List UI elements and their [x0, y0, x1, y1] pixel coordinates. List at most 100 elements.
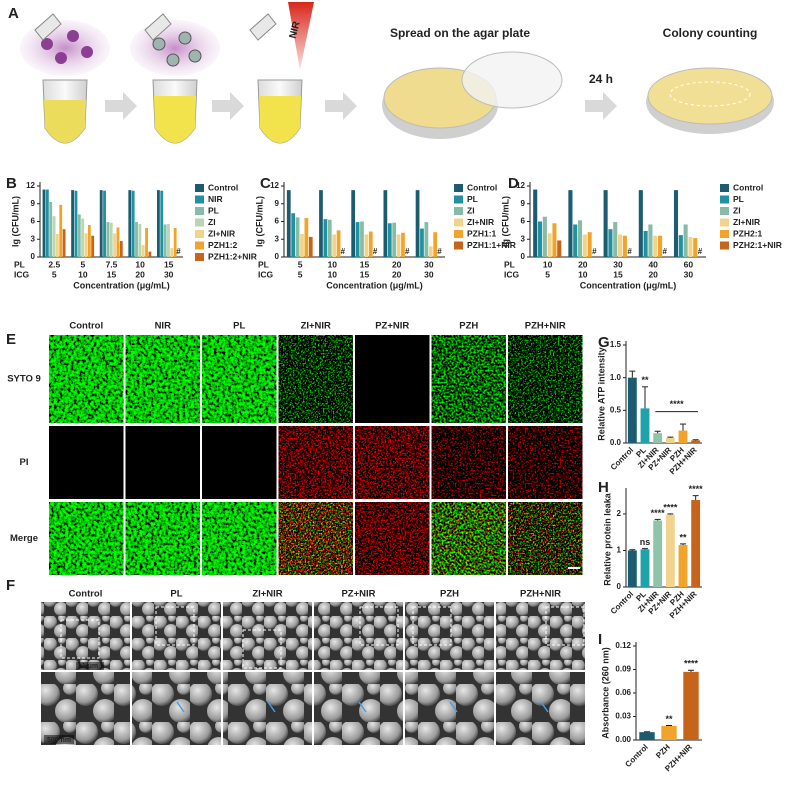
bar	[49, 201, 53, 257]
x-tick-label: 10	[328, 269, 338, 279]
category-row-label: ICG	[14, 269, 30, 279]
sem-image	[41, 602, 130, 670]
legend-label: NIR	[208, 194, 223, 204]
scheme-step: Spread on the agar plate	[390, 26, 530, 40]
legend-swatch	[195, 218, 204, 227]
bar	[291, 213, 296, 257]
legend-label: PL	[733, 194, 744, 204]
bar	[653, 520, 663, 587]
bar	[81, 218, 85, 257]
category-row-label: PL	[14, 259, 25, 269]
panel-letter: G	[598, 334, 610, 351]
value-label: #	[663, 247, 668, 256]
value-label: #	[341, 247, 346, 256]
bar	[392, 222, 397, 257]
bar	[552, 223, 557, 257]
green-signal	[202, 335, 277, 423]
x-tick-label: 5	[81, 259, 86, 269]
arrow	[267, 701, 276, 713]
bar	[295, 217, 300, 257]
bar	[577, 220, 583, 257]
x-tick-label: 10	[135, 259, 145, 269]
panel-letter: F	[6, 577, 15, 594]
bar	[109, 222, 113, 257]
legend-swatch	[195, 195, 204, 204]
y-tick-label: 6	[31, 217, 36, 226]
scale-bg	[76, 662, 104, 670]
legend-swatch	[195, 184, 204, 192]
value-label: **	[665, 714, 673, 724]
y-tick-label: 0.03	[615, 712, 631, 721]
sem-image	[41, 672, 130, 745]
y-tick-label: 0	[617, 582, 622, 591]
green-signal	[278, 335, 353, 423]
column-header: NIR	[155, 321, 172, 332]
arrow	[358, 701, 367, 713]
x-tick-label: 15	[613, 269, 623, 279]
bar	[683, 224, 688, 257]
column-header: ZI+NIR	[252, 589, 282, 600]
legend-label: ZI+NIR	[467, 217, 494, 227]
scheme-step: Colony counting	[663, 26, 758, 40]
y-tick-label: 6	[275, 217, 280, 226]
y-tick-label: 1	[617, 546, 622, 555]
y-tick-label: 1.0	[610, 373, 622, 382]
value-label: #	[627, 247, 632, 256]
bar	[55, 233, 59, 257]
bar	[678, 544, 688, 587]
legend-label: ZI+NIR	[208, 228, 235, 238]
red-signal	[508, 426, 583, 499]
bar	[300, 233, 304, 257]
x-tick-label: 10	[328, 259, 338, 269]
panel-letter: A	[8, 5, 19, 22]
bar	[138, 223, 142, 257]
x-tick-label: 10	[578, 269, 588, 279]
bar	[160, 190, 164, 257]
legend-swatch	[720, 195, 729, 204]
green-signal	[49, 335, 124, 423]
category-row-label: PL	[258, 259, 269, 269]
column-header: PZ+NIR	[375, 321, 409, 332]
arrow	[449, 701, 458, 713]
micrograph	[355, 335, 430, 423]
y-axis-title: lg (CFU/mL)	[500, 196, 510, 247]
red-signal	[431, 426, 506, 499]
bar	[627, 377, 637, 443]
sem-image	[405, 602, 494, 670]
legend-label: PZH1:2	[208, 240, 238, 250]
x-tick-label: 60	[684, 259, 694, 269]
y-tick-label: 0.0	[610, 438, 622, 447]
legend-swatch	[454, 218, 463, 227]
sem-image	[314, 602, 403, 670]
y-tick-label: 0.06	[615, 688, 631, 697]
bar	[323, 219, 328, 257]
red-signal	[508, 502, 583, 575]
bar	[145, 228, 148, 257]
bar	[336, 230, 341, 257]
bar	[173, 228, 177, 257]
arrow	[176, 701, 185, 713]
x-tick-label: 7.5	[106, 259, 118, 269]
category-row-label: ICG	[504, 269, 520, 279]
bar	[401, 232, 405, 257]
y-tick-label: 6	[521, 217, 526, 226]
red-signal	[278, 502, 353, 575]
y-tick-label: 0.12	[615, 641, 631, 650]
bar	[587, 232, 592, 257]
bar	[678, 430, 688, 443]
green-signal	[202, 502, 277, 575]
zoom-box	[60, 619, 100, 659]
bar	[420, 228, 424, 257]
bar	[131, 190, 135, 257]
value-label: #	[437, 247, 442, 256]
legend-swatch	[195, 230, 204, 238]
green-signal	[49, 502, 124, 575]
bar	[74, 190, 78, 257]
bar	[383, 190, 388, 257]
value-label: ****	[651, 508, 666, 518]
bar	[286, 190, 291, 257]
x-tick-label: 5	[52, 269, 57, 279]
bar	[128, 190, 132, 257]
value-label: #	[405, 247, 410, 256]
bar	[415, 190, 420, 257]
